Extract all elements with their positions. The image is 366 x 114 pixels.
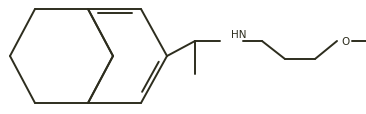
Text: O: O — [342, 37, 350, 47]
Text: HN: HN — [231, 30, 246, 40]
